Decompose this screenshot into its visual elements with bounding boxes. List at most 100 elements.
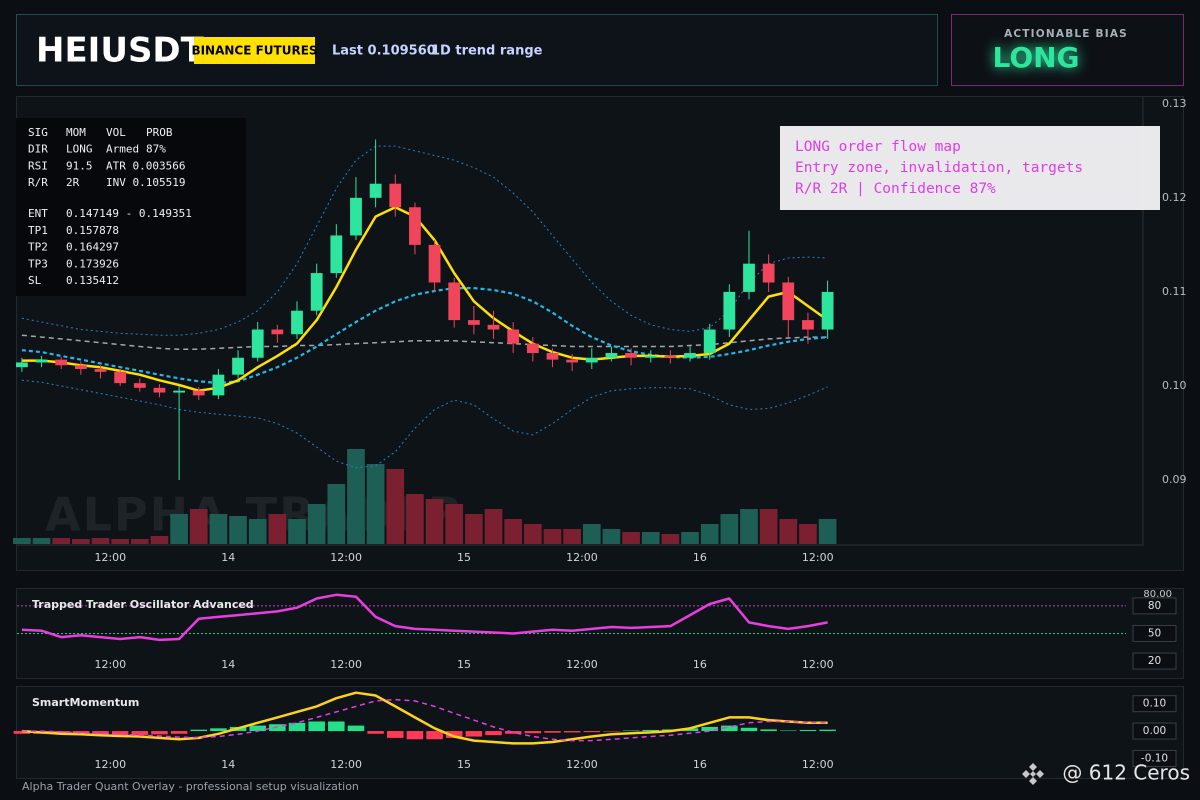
info-cell: VOL — [106, 126, 126, 139]
volume-bar — [681, 532, 699, 544]
candle-body — [232, 357, 244, 375]
volume-bar — [425, 499, 444, 544]
candle-body — [291, 310, 303, 335]
info-cell: ATR 0.003566 — [106, 159, 185, 172]
candle-body — [487, 324, 500, 330]
volume-bar — [189, 509, 208, 544]
volume-bar — [209, 514, 228, 544]
candle-body — [212, 374, 225, 396]
info-cell: R/R — [28, 176, 48, 189]
y-tick-label: 20 — [1148, 655, 1161, 667]
candle-body — [566, 359, 579, 363]
volume-bar — [72, 539, 90, 544]
info-cell: TP2 — [28, 241, 48, 254]
volume-bar — [150, 536, 169, 544]
chart-line: 12:00 14 12:00 15 12:00 16 12:00 80 50 20 80.00 — [17, 589, 1177, 671]
momentum-bar — [622, 730, 640, 732]
volume-bar — [229, 516, 247, 544]
volume-bar — [13, 538, 31, 544]
candle-body — [743, 263, 755, 292]
indicator-line — [21, 145, 828, 336]
info-panel — [16, 118, 246, 296]
volume-bar — [52, 538, 71, 544]
momentum-bar — [701, 726, 718, 732]
volume-bar — [32, 538, 51, 544]
y-tick-label: 0.00 — [1143, 725, 1166, 737]
momentum-bar — [740, 727, 758, 732]
info-cell: 2R — [66, 176, 80, 189]
momentum-bar — [151, 731, 168, 735]
momentum-bar — [642, 729, 659, 732]
momentum-bar — [387, 731, 404, 738]
candle-body — [251, 329, 264, 358]
volume-bar — [248, 519, 267, 544]
y-tick-label: 50 — [1148, 627, 1161, 639]
momentum-bar — [445, 731, 463, 738]
volume-bar — [130, 539, 149, 544]
candle-body — [821, 291, 834, 330]
symbol: HEIUSDT — [36, 31, 205, 71]
y-tick-box — [1132, 722, 1177, 740]
candle-body — [350, 197, 362, 236]
momentum-bar — [288, 722, 306, 732]
x-tick-label: 16 — [693, 551, 707, 564]
candle-body — [330, 235, 343, 274]
info-cell: Armed — [106, 143, 139, 156]
volume-bar — [465, 514, 483, 544]
info-cell: MOM — [66, 126, 86, 139]
x-tick-label: 12:00 — [566, 551, 598, 564]
y-tick-label: -0.10 — [1141, 752, 1168, 764]
info-cell: 0.173926 — [66, 257, 119, 270]
callout-line: LONG order flow map — [795, 139, 961, 155]
info-cell: 0.157878 — [66, 224, 119, 237]
volume-bar — [327, 484, 346, 544]
momentum-bar — [485, 731, 502, 736]
volume-bar — [582, 524, 601, 544]
momentum-bar — [681, 728, 699, 732]
momentum-bar — [563, 731, 581, 733]
x-tick-label: 16 — [693, 658, 707, 671]
momentum-bar — [249, 725, 266, 732]
candle-body — [192, 390, 205, 396]
info-cell: SIG — [28, 126, 48, 139]
panel-title: SmartMomentum — [32, 696, 139, 709]
y-tick-label: 0.12 — [1162, 191, 1187, 204]
y-tick-label: 0.13 — [1162, 97, 1187, 110]
x-tick-label: 12:00 — [330, 758, 362, 771]
y-tick-label: 0.11 — [1162, 285, 1187, 298]
volume-bar — [347, 449, 365, 544]
candle-body — [35, 359, 48, 363]
info-cell: 0.135412 — [66, 274, 119, 287]
volume-bar — [818, 519, 837, 544]
momentum-bar — [131, 731, 149, 735]
y-tick-box — [1132, 749, 1177, 767]
candle-body — [526, 343, 539, 354]
volume-bar — [111, 539, 129, 544]
candle-body — [428, 244, 441, 283]
momentum-bar — [465, 731, 483, 737]
candle-body — [94, 369, 107, 372]
bias-label: ACTIONABLE BIAS — [1004, 28, 1128, 40]
momentum-bar — [504, 731, 522, 734]
candle-body — [782, 282, 795, 321]
candle-body — [703, 329, 716, 354]
volume-bar — [170, 514, 188, 544]
candle-body — [74, 365, 87, 370]
candle-body — [625, 353, 637, 358]
candle-body — [664, 355, 677, 358]
chart-bar: 12:00 14 12:00 15 12:00 16 12:00 0.10 0.00 -0.10 — [13, 691, 1177, 771]
x-tick-label: 12:00 — [330, 551, 362, 564]
indicator-line — [21, 379, 828, 469]
x-tick-label: 12:00 — [330, 658, 362, 671]
info-cell: 0.147149 - 0.149351 — [66, 207, 192, 220]
y-tick-box — [1132, 695, 1177, 713]
volume-bar — [484, 509, 503, 544]
range: 1D trend range — [431, 44, 543, 59]
x-tick-label: 15 — [457, 551, 471, 564]
momentum-bar — [190, 729, 208, 732]
candle-body — [310, 273, 323, 311]
x-tick-label: 12:00 — [566, 758, 598, 771]
info-cell: 91.5 — [66, 159, 93, 172]
info-cell: INV 0.105519 — [106, 176, 185, 189]
volume-bar — [563, 529, 581, 544]
